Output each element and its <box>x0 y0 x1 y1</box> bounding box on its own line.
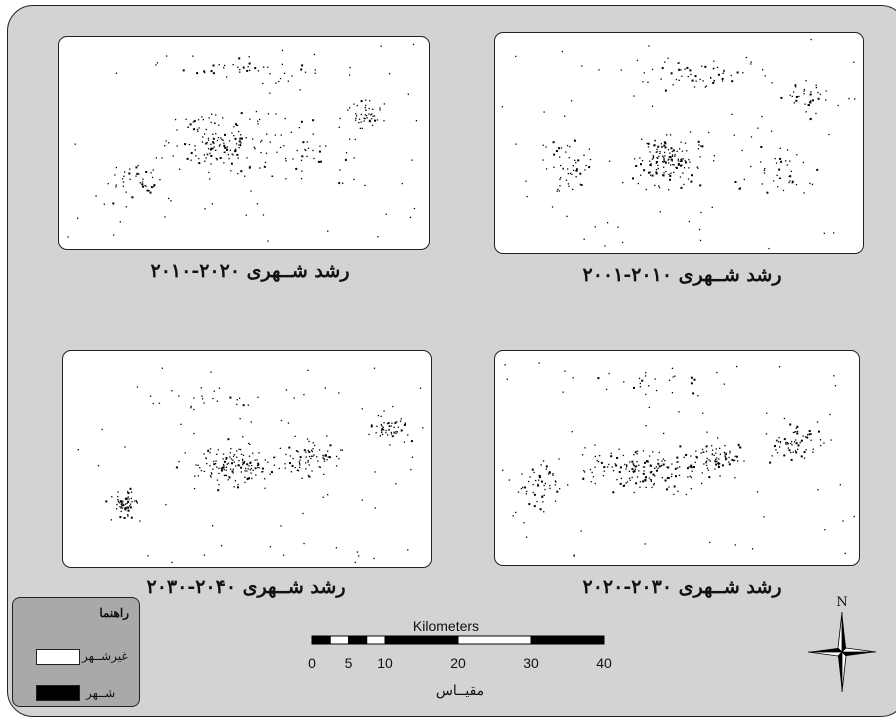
scale-bar-segment <box>329 635 349 645</box>
scale-bar-segment <box>457 635 532 645</box>
scale-bar-segment <box>384 635 459 645</box>
scale-tick-label: 30 <box>523 655 539 671</box>
scale-bar-segment <box>530 635 605 645</box>
scale-tick-label: 5 <box>345 655 353 671</box>
map-caption-2030-2040: رشد شــهری ۲۰۴۰-۲۰۳۰ <box>146 576 346 598</box>
scale-tick-label: 0 <box>308 655 316 671</box>
urban-pixels <box>67 43 418 242</box>
map-panel-2001-2010 <box>494 32 864 254</box>
scale-bar-segments <box>311 635 605 645</box>
map-panel-2020-2030 <box>494 350 860 566</box>
urban-growth-map-2010-2020 <box>67 43 418 242</box>
map-caption-2010-2020: رشد شــهری ۲۰۲۰-۲۰۱۰ <box>150 260 350 282</box>
legend-label-non-urban: غیرشــهر <box>82 649 128 663</box>
urban-growth-map-2001-2010 <box>501 38 856 250</box>
legend-title: راهنما <box>99 606 129 620</box>
scale-bar-segment <box>366 635 386 645</box>
legend-swatch-non-urban <box>36 649 80 665</box>
scale-caption: مقیــاس <box>436 683 484 699</box>
scale-bar-segment <box>348 635 368 645</box>
scale-tick-label: 20 <box>450 655 466 671</box>
scale-bar-segment <box>311 635 331 645</box>
urban-growth-map-2030-2040 <box>77 367 424 564</box>
map-caption-2020-2030: رشد شــهری ۲۰۳۰-۲۰۲۰ <box>582 576 782 598</box>
north-label: N <box>836 595 847 610</box>
map-caption-2001-2010: رشد شــهری ۲۰۱۰-۲۰۰۱ <box>582 264 782 286</box>
scale-bar: Kilometers 0 5 10 20 30 40 مقیــاس <box>308 618 612 699</box>
compass-rose-icon <box>807 611 877 693</box>
scale-tick-labels: 0 5 10 20 30 40 <box>308 655 612 671</box>
urban-pixels <box>501 38 856 250</box>
scale-tick-label: 10 <box>377 655 393 671</box>
urban-growth-map-2020-2030 <box>502 362 855 557</box>
urban-pixels <box>502 362 855 557</box>
north-arrow: N <box>807 595 877 693</box>
urban-pixels <box>77 367 424 564</box>
scale-tick-label: 40 <box>596 655 612 671</box>
scale-unit-label: Kilometers <box>413 618 479 634</box>
legend-swatch-urban <box>36 685 80 701</box>
legend-label-urban: شــهر <box>86 686 116 700</box>
map-panel-2030-2040 <box>62 350 432 568</box>
map-panel-2010-2020 <box>58 36 430 250</box>
